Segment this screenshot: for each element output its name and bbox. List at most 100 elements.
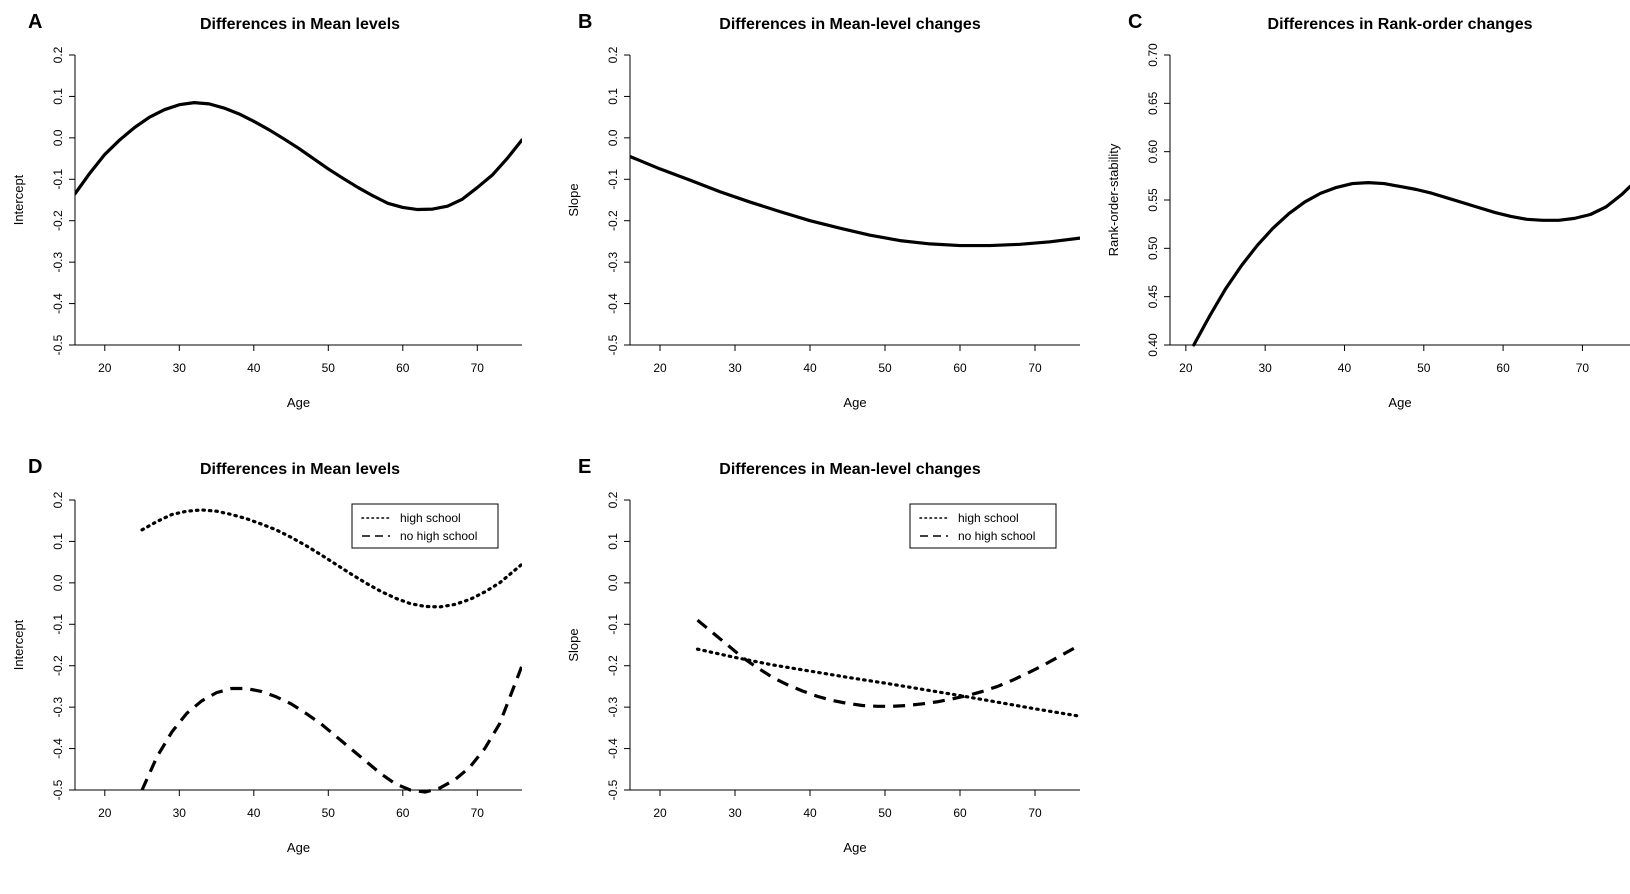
series-line-1	[1192, 181, 1630, 347]
x-tick-label: 40	[803, 806, 817, 820]
y-tick-label: 0.50	[1146, 236, 1160, 260]
panel-letter-b: B	[578, 11, 592, 33]
y-tick-label: 0.2	[606, 491, 620, 508]
y-tick-label: 0.1	[606, 533, 620, 550]
y-tick-label: 0.1	[51, 88, 65, 105]
y-tick-label: 0.65	[1146, 91, 1160, 115]
y-axis-label: Slope	[566, 628, 581, 661]
y-tick-label: -0.3	[51, 696, 65, 717]
x-tick-label: 60	[953, 806, 967, 820]
x-tick-label: 60	[396, 806, 410, 820]
chart-title: Differences in Rank-order changes	[1268, 16, 1533, 33]
x-axis-label: Age	[843, 840, 866, 855]
panel-letter-c: C	[1128, 11, 1142, 33]
y-tick-label: -0.4	[51, 738, 65, 759]
panel-d: D Differences in Mean levels 20 30 40 50 60 70 -…	[0, 450, 540, 894]
y-tick-label: 0.0	[51, 129, 65, 146]
y-tick-label: 0.0	[606, 574, 620, 591]
y-tick-label: -0.4	[606, 293, 620, 314]
x-tick-label: 20	[653, 806, 667, 820]
x-tick-label: 50	[322, 806, 336, 820]
x-tick-label: 70	[471, 361, 485, 375]
panel-letter-e: E	[578, 456, 591, 478]
x-tick-label: 60	[953, 361, 967, 375]
series-line-high-school	[695, 647, 1080, 718]
y-tick-label: 0.60	[1146, 140, 1160, 164]
x-tick-label: 20	[98, 806, 112, 820]
y-axis-label: Intercept	[11, 174, 26, 225]
y-tick-label: -0.5	[51, 334, 65, 355]
y-tick-label: 0.1	[606, 88, 620, 105]
y-tick-label: -0.1	[51, 614, 65, 635]
x-axis-label: Age	[287, 840, 310, 855]
y-tick-label: -0.4	[606, 738, 620, 759]
x-axis-label: Age	[843, 395, 866, 410]
y-tick-label: 0.0	[606, 129, 620, 146]
legend: high school no high school	[351, 503, 499, 549]
legend-label: high school	[958, 511, 1019, 525]
y-tick-label: -0.2	[606, 655, 620, 676]
y-tick-label: 0.40	[1146, 333, 1160, 357]
legend-box	[909, 503, 1057, 549]
x-tick-label: 30	[1258, 361, 1272, 375]
x-tick-label: 50	[878, 361, 892, 375]
y-tick-label: -0.2	[606, 210, 620, 231]
x-tick-label: 30	[173, 361, 187, 375]
x-tick-label: 50	[322, 361, 336, 375]
x-axis-label: Age	[1388, 395, 1411, 410]
y-tick-label: 0.55	[1146, 188, 1160, 212]
chart-title: Differences in Mean levels	[200, 461, 400, 478]
y-axis-label: Rank-order-stability	[1106, 143, 1121, 256]
y-tick-label: -0.3	[606, 251, 620, 272]
y-tick-label: 0.0	[51, 574, 65, 591]
x-tick-label: 70	[1028, 361, 1042, 375]
y-tick-label: -0.2	[51, 210, 65, 231]
x-axis-label: Age	[287, 395, 310, 410]
y-tick-label: 0.1	[51, 533, 65, 550]
x-tick-label: 40	[1338, 361, 1352, 375]
x-tick-label: 20	[653, 361, 667, 375]
x-tick-label: 60	[1496, 361, 1510, 375]
x-tick-label: 20	[1179, 361, 1193, 375]
x-tick-label: 70	[1028, 806, 1042, 820]
legend-label: no high school	[400, 529, 477, 543]
y-tick-label: -0.2	[51, 655, 65, 676]
series-line-1	[75, 101, 522, 212]
y-tick-label: 0.2	[51, 46, 65, 63]
panel-e: E Differences in Mean-level changes 20 30 40…	[550, 450, 1090, 894]
y-tick-label: -0.5	[51, 779, 65, 800]
x-tick-label: 40	[247, 806, 261, 820]
chart-c: C Differences in Rank-order changes 20 30 40…	[1106, 11, 1630, 410]
x-tick-label: 30	[728, 361, 742, 375]
x-tick-label: 70	[1576, 361, 1590, 375]
y-tick-label: 0.2	[51, 491, 65, 508]
x-tick-label: 70	[471, 806, 485, 820]
y-tick-label: -0.1	[606, 169, 620, 190]
y-tick-label: 0.70	[1146, 43, 1160, 67]
x-tick-label: 40	[803, 361, 817, 375]
chart-e: E Differences in Mean-level changes 20 30 40…	[566, 456, 1080, 855]
series-line-1	[630, 154, 1080, 248]
chart-title: Differences in Mean-level changes	[719, 16, 981, 33]
panel-letter-d: D	[28, 456, 42, 478]
legend-label: no high school	[958, 529, 1035, 543]
chart-title: Differences in Mean levels	[200, 16, 400, 33]
x-tick-label: 20	[98, 361, 112, 375]
x-tick-label: 60	[396, 361, 410, 375]
legend-box	[351, 503, 499, 549]
chart-b: B Differences in Mean-level changes 20 30 40…	[566, 11, 1080, 410]
y-tick-label: 0.2	[606, 46, 620, 63]
x-tick-label: 30	[173, 806, 187, 820]
legend: high school no high school	[909, 503, 1057, 549]
chart-title: Differences in Mean-level changes	[719, 461, 981, 478]
y-tick-label: -0.1	[51, 169, 65, 190]
series-line-high-school	[140, 508, 522, 609]
x-tick-label: 40	[247, 361, 261, 375]
y-tick-label: -0.3	[606, 696, 620, 717]
y-tick-label: -0.5	[606, 334, 620, 355]
panel-letter-a: A	[28, 11, 42, 33]
y-tick-label: 0.45	[1146, 285, 1160, 309]
chart-a: A Differences in Mean levels 20 30 40 50 60 70 -…	[11, 11, 522, 410]
y-tick-label: -0.3	[51, 251, 65, 272]
legend-label: high school	[400, 511, 461, 525]
